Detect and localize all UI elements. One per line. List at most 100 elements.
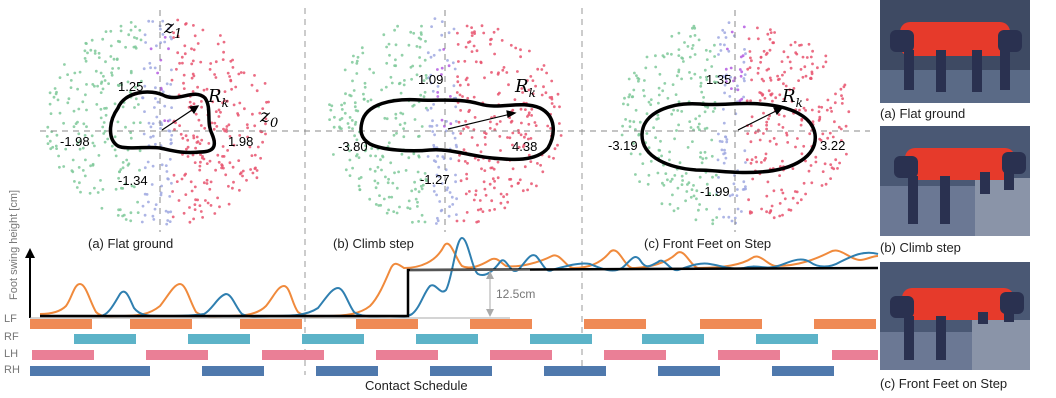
scatter-point: [824, 182, 828, 186]
scatter-point: [163, 104, 167, 108]
scatter-point: [713, 107, 717, 110]
scatter-point: [429, 106, 433, 110]
scatter-point: [511, 108, 515, 112]
scatter-point: [99, 116, 103, 120]
scatter-point: [519, 133, 523, 137]
scatter-point: [654, 54, 657, 58]
scatter-point: [222, 155, 226, 158]
contact-schedule-title: Contact Schedule: [365, 378, 468, 393]
scatter-point: [228, 135, 232, 138]
scatter-point: [466, 96, 470, 100]
scatter-point: [159, 191, 163, 195]
scatter-point: [164, 164, 168, 168]
scatter-point: [781, 159, 784, 163]
scatter-point: [769, 209, 773, 212]
scatter-point: [493, 115, 496, 118]
scatter-point: [351, 127, 354, 130]
scatter-point: [481, 210, 485, 214]
scatter-point: [436, 68, 439, 71]
scatter-point: [255, 89, 259, 93]
scatter-point: [340, 108, 344, 111]
scatter-point: [450, 195, 454, 199]
scatter-point: [762, 111, 765, 115]
scatter-point: [368, 167, 372, 171]
scatter-point: [823, 162, 827, 166]
scatter-point: [488, 126, 492, 130]
scatter-point: [436, 85, 440, 88]
scatter-point: [419, 93, 423, 97]
scatter-point: [416, 200, 419, 204]
scatter-point: [769, 78, 773, 82]
scatter-point: [496, 27, 500, 31]
scatter-point: [527, 113, 531, 117]
scatter-point: [223, 90, 227, 93]
scatter-point: [788, 88, 792, 92]
scatter-point: [480, 24, 484, 28]
scatter-point: [688, 71, 691, 74]
scatter-point: [677, 123, 680, 127]
scatter-point: [811, 120, 815, 123]
scatter-point: [211, 100, 215, 104]
scatter-point: [811, 49, 814, 53]
scatter-point: [769, 28, 772, 31]
scatter-point: [71, 170, 75, 174]
scatter-point: [765, 210, 768, 214]
scatter-point: [192, 48, 196, 52]
scatter-point: [193, 185, 197, 189]
scatter-point: [228, 161, 232, 165]
scatter-point: [470, 31, 474, 35]
scatter-point: [744, 52, 747, 56]
scatter-point: [428, 124, 432, 128]
scatter-point: [692, 184, 695, 187]
scatter-point: [680, 183, 684, 187]
scatter-point: [694, 218, 698, 222]
scatter-point: [774, 96, 778, 100]
scatter-point: [436, 95, 440, 98]
scatter-point: [463, 59, 467, 63]
scatter-point: [176, 34, 180, 38]
scatter-point: [402, 127, 405, 130]
scatter-point: [238, 134, 242, 137]
scatter-point: [347, 144, 350, 148]
scatter-point: [691, 140, 694, 144]
scatter-point: [770, 204, 774, 208]
scatter-point: [789, 43, 793, 47]
scatter-point: [97, 51, 101, 55]
scatter-point: [773, 31, 776, 34]
scatter-point: [395, 186, 399, 190]
contact-bar-rh: [658, 366, 720, 376]
scatter-point: [348, 174, 352, 178]
scatter-point: [657, 148, 661, 152]
scatter-point: [483, 169, 487, 173]
scatter-point: [408, 207, 412, 211]
scatter-point: [749, 99, 752, 103]
scatter-point: [705, 75, 708, 79]
scatter-point: [393, 28, 396, 32]
scatter-point: [63, 63, 66, 66]
scatter-point: [740, 210, 743, 213]
scatter-point: [417, 155, 421, 159]
scatter-point: [659, 139, 662, 143]
scatter-point: [169, 23, 173, 27]
scatter-point: [245, 123, 249, 126]
scatter-point: [691, 26, 694, 30]
scatter-point: [649, 98, 653, 101]
scatter-point: [82, 122, 86, 126]
scatter-point: [782, 50, 786, 54]
scatter-point: [715, 80, 718, 84]
scatter-point: [138, 149, 142, 153]
scatter-point: [677, 31, 681, 35]
scatter-point: [431, 130, 435, 133]
scatter-point: [824, 54, 828, 58]
scatter-point: [717, 132, 720, 136]
scatter-point: [352, 89, 356, 92]
scatter-point: [169, 35, 172, 39]
scatter-point: [831, 135, 835, 139]
scatter-point: [797, 79, 800, 82]
caption-c: (c) Front Feet on Step: [644, 236, 771, 251]
scatter-point: [227, 123, 231, 127]
scatter-point: [768, 76, 772, 80]
scatter-point: [368, 67, 372, 71]
scatter-point: [760, 207, 763, 211]
scatter-point: [719, 43, 722, 46]
